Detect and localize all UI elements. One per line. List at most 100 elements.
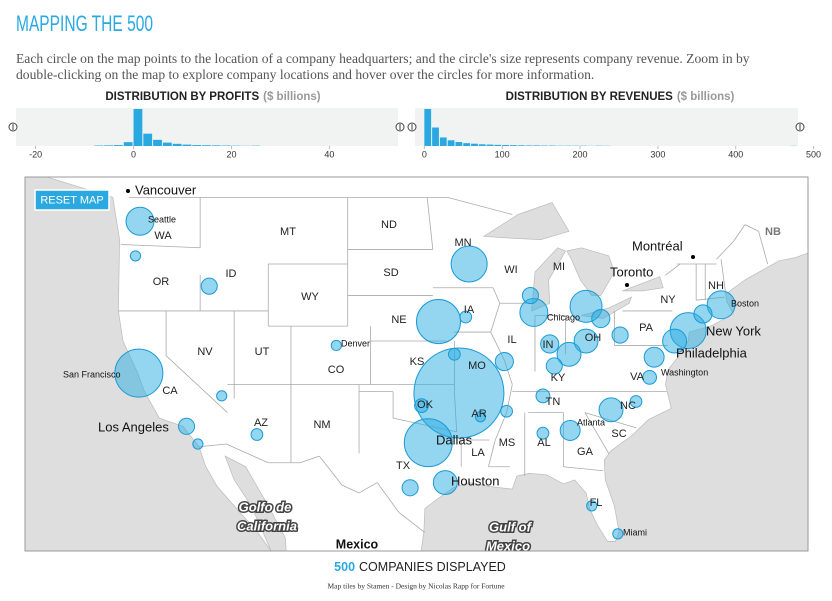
map-label: CA [162,385,178,397]
histogram-title: DISTRIBUTION BY REVENUES ($ billions) [506,91,735,103]
company-circle[interactable] [432,470,458,495]
histogram-bar [182,144,192,146]
company-circle[interactable] [177,417,196,435]
map-label: Los Angeles [98,419,169,434]
water [531,247,567,312]
map-label: Seattle [148,214,176,224]
border [165,355,228,413]
border [120,244,201,249]
reset-button[interactable]: RESET MAP [34,189,110,211]
border [198,443,227,448]
map-label: TN [546,396,561,408]
company-circle[interactable] [474,411,487,423]
border [744,224,759,232]
map-label: MS [499,437,516,449]
histogram-bar [143,133,153,146]
border [488,439,496,467]
company-circle[interactable] [536,426,550,440]
company-circle[interactable] [403,418,453,468]
map-label: WY [301,291,319,303]
company-circle[interactable] [494,351,514,372]
count-label: COMPANIES DISPLAYED [359,560,506,574]
x-tick-label: 100 [495,149,510,159]
company-circle[interactable] [611,326,629,344]
credit: Map tiles by Stamen - Design by Nicolas … [327,582,505,591]
company-circle[interactable] [598,397,624,423]
company-circle[interactable] [250,428,264,441]
map-label: San Francisco [63,369,121,379]
company-circle[interactable] [521,286,539,305]
map-label: Boston [731,298,759,308]
histogram-bar [113,145,123,146]
map-label: AR [471,408,486,420]
company-circle[interactable] [662,328,688,354]
histogram-bar [486,144,494,146]
map-label: New York [706,323,761,338]
histogram-bg [16,108,398,146]
border [492,287,501,304]
map-label: Philadelphia [676,345,748,360]
company-circle[interactable] [573,328,599,354]
border [733,224,746,242]
company-circle[interactable] [693,304,713,324]
border [226,443,269,464]
map-label: IA [464,304,475,316]
histogram-bar [162,142,172,146]
map-label: Houston [451,473,499,488]
company-circle[interactable] [629,395,643,408]
company-circle[interactable] [643,346,665,368]
map-label: AL [537,437,550,449]
company-circle[interactable] [414,398,429,414]
company-circle[interactable] [706,290,736,320]
histogram-bar [494,144,502,146]
company-circle[interactable] [586,500,598,512]
company-circle[interactable] [556,341,582,367]
company-circle[interactable] [125,206,155,236]
reset-button-bg[interactable] [34,189,110,211]
company-circle[interactable] [545,357,563,375]
company-circle[interactable] [415,299,462,345]
map[interactable]: Vancouver Seattle WA OR ID MT ND SD WY NE MN WI MI IA… [0,144,832,601]
company-circle[interactable] [330,339,342,352]
company-circle[interactable] [540,334,560,354]
company-circle[interactable] [535,388,551,404]
map-label: SC [611,428,626,440]
company-circle[interactable] [448,347,461,361]
histogram-bar [533,145,541,146]
company-circle[interactable] [401,479,419,497]
water [482,202,570,240]
company-circle[interactable] [114,348,164,398]
city-dot [691,255,695,259]
map-label: NM [313,419,330,431]
map-label: IL [507,334,516,346]
company-circle[interactable] [450,245,488,283]
company-circle[interactable] [459,310,473,324]
page-title: MAPPING THE 500 [16,11,153,36]
water [566,247,615,296]
map-label: California [237,518,297,533]
company-circle[interactable] [642,370,658,385]
map-label: OH [585,332,602,344]
company-circle[interactable] [500,404,513,418]
company-circle[interactable] [192,438,204,450]
x-tick-label: 20 [226,149,236,159]
company-circle[interactable] [216,390,228,402]
map-label: IN [543,339,554,351]
histogram-bar [439,137,447,146]
map-label: OR [153,276,170,288]
map-label: WA [154,230,172,242]
map-label: Mexico [486,538,530,553]
company-circle[interactable] [559,419,581,441]
histogram-unit: ($ billions) [263,91,321,103]
map-label: NH [708,280,724,292]
border [376,482,400,513]
company-circle[interactable] [612,528,624,540]
x-tick-label: 300 [650,149,665,159]
company-circle[interactable] [129,250,142,262]
company-circle[interactable] [200,277,218,295]
map-label: LA [471,447,485,459]
reset-button-label[interactable]: RESET MAP [40,194,103,206]
company-circle[interactable] [591,308,611,329]
map-label: Dallas [436,432,473,447]
